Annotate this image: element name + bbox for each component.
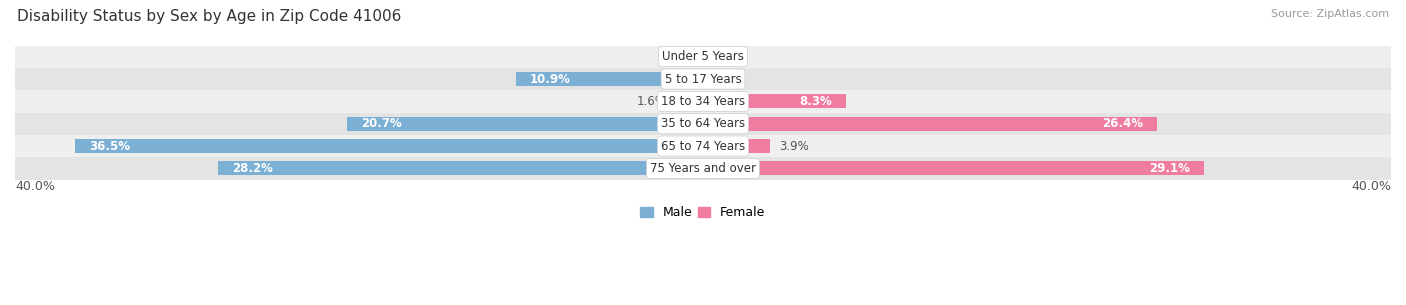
- Text: 35 to 64 Years: 35 to 64 Years: [661, 117, 745, 130]
- Text: 65 to 74 Years: 65 to 74 Years: [661, 140, 745, 152]
- Text: 10.9%: 10.9%: [529, 73, 571, 85]
- Text: 8.3%: 8.3%: [799, 95, 832, 108]
- Text: 0.0%: 0.0%: [665, 50, 695, 63]
- Text: 36.5%: 36.5%: [89, 140, 129, 152]
- Bar: [75, 139, 703, 153]
- Text: 28.2%: 28.2%: [232, 162, 273, 175]
- Bar: [703, 139, 770, 153]
- Text: 0.0%: 0.0%: [711, 73, 741, 85]
- Bar: [516, 72, 703, 86]
- Bar: [218, 161, 703, 175]
- Bar: [15, 90, 1391, 113]
- Text: 75 Years and over: 75 Years and over: [650, 162, 756, 175]
- Text: 3.9%: 3.9%: [779, 140, 808, 152]
- Bar: [15, 157, 1391, 180]
- Legend: Male, Female: Male, Female: [636, 201, 770, 224]
- Bar: [15, 68, 1391, 90]
- Text: 5 to 17 Years: 5 to 17 Years: [665, 73, 741, 85]
- Text: 18 to 34 Years: 18 to 34 Years: [661, 95, 745, 108]
- Text: 26.4%: 26.4%: [1102, 117, 1143, 130]
- Bar: [703, 117, 1157, 131]
- Bar: [675, 95, 703, 108]
- Text: 0.0%: 0.0%: [711, 50, 741, 63]
- Text: Source: ZipAtlas.com: Source: ZipAtlas.com: [1271, 9, 1389, 19]
- Bar: [703, 161, 1204, 175]
- Text: Under 5 Years: Under 5 Years: [662, 50, 744, 63]
- Text: 29.1%: 29.1%: [1149, 162, 1189, 175]
- Text: Disability Status by Sex by Age in Zip Code 41006: Disability Status by Sex by Age in Zip C…: [17, 9, 401, 24]
- Bar: [703, 95, 846, 108]
- Bar: [347, 117, 703, 131]
- Bar: [15, 113, 1391, 135]
- Text: 1.6%: 1.6%: [637, 95, 666, 108]
- Bar: [15, 45, 1391, 68]
- Text: 40.0%: 40.0%: [1351, 180, 1391, 192]
- Text: 40.0%: 40.0%: [15, 180, 55, 192]
- Text: 20.7%: 20.7%: [361, 117, 402, 130]
- Bar: [15, 135, 1391, 157]
